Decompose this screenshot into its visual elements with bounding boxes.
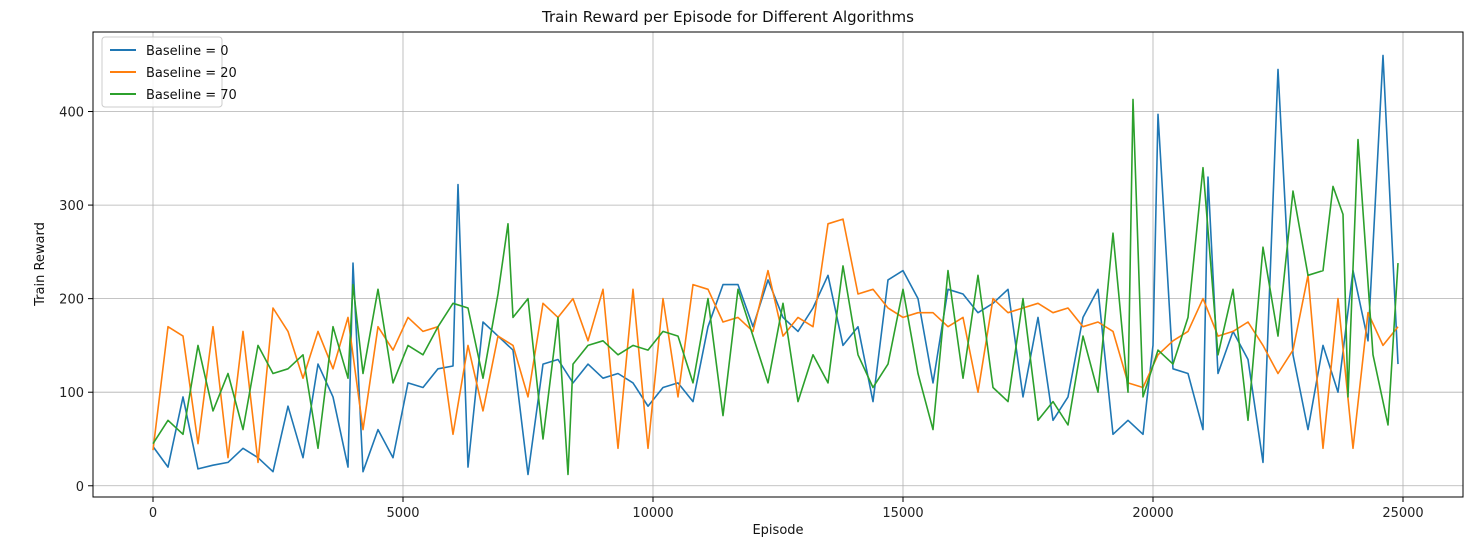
x-axis-title: Episode [752, 523, 803, 538]
y-tick-label: 100 [59, 386, 84, 401]
legend-label-baseline-0: Baseline = 0 [146, 44, 229, 59]
y-axis-title: Train Reward [33, 222, 48, 307]
series-line-baseline-20 [152, 218, 1399, 464]
chart-title: Train Reward per Episode for Different A… [541, 8, 914, 26]
plot-frame [92, 31, 1464, 498]
series-line-baseline-70 [152, 98, 1399, 476]
legend-label-baseline-70: Baseline = 70 [146, 88, 237, 103]
y-tick-label: 300 [59, 199, 84, 214]
y-tick-label: 200 [59, 293, 84, 308]
x-tick-label: 5000 [386, 506, 419, 521]
y-tick-label: 400 [59, 106, 84, 121]
x-tick-label: 20000 [1132, 506, 1173, 521]
axis-ticks: 0 5000 10000 15000 20000 25000 0 100 200 300 400 [59, 106, 1424, 521]
y-tick-label: 0 [76, 480, 84, 495]
series-lines [152, 54, 1399, 476]
legend: Baseline = 0 Baseline = 20 Baseline = 70 [101, 36, 237, 108]
x-tick-label: 15000 [882, 506, 923, 521]
x-tick-label: 10000 [632, 506, 673, 521]
x-tick-label: 0 [149, 506, 157, 521]
legend-label-baseline-20: Baseline = 20 [146, 66, 237, 81]
x-tick-label: 25000 [1382, 506, 1423, 521]
legend-box [101, 36, 223, 108]
series-line-baseline-0 [152, 54, 1399, 476]
